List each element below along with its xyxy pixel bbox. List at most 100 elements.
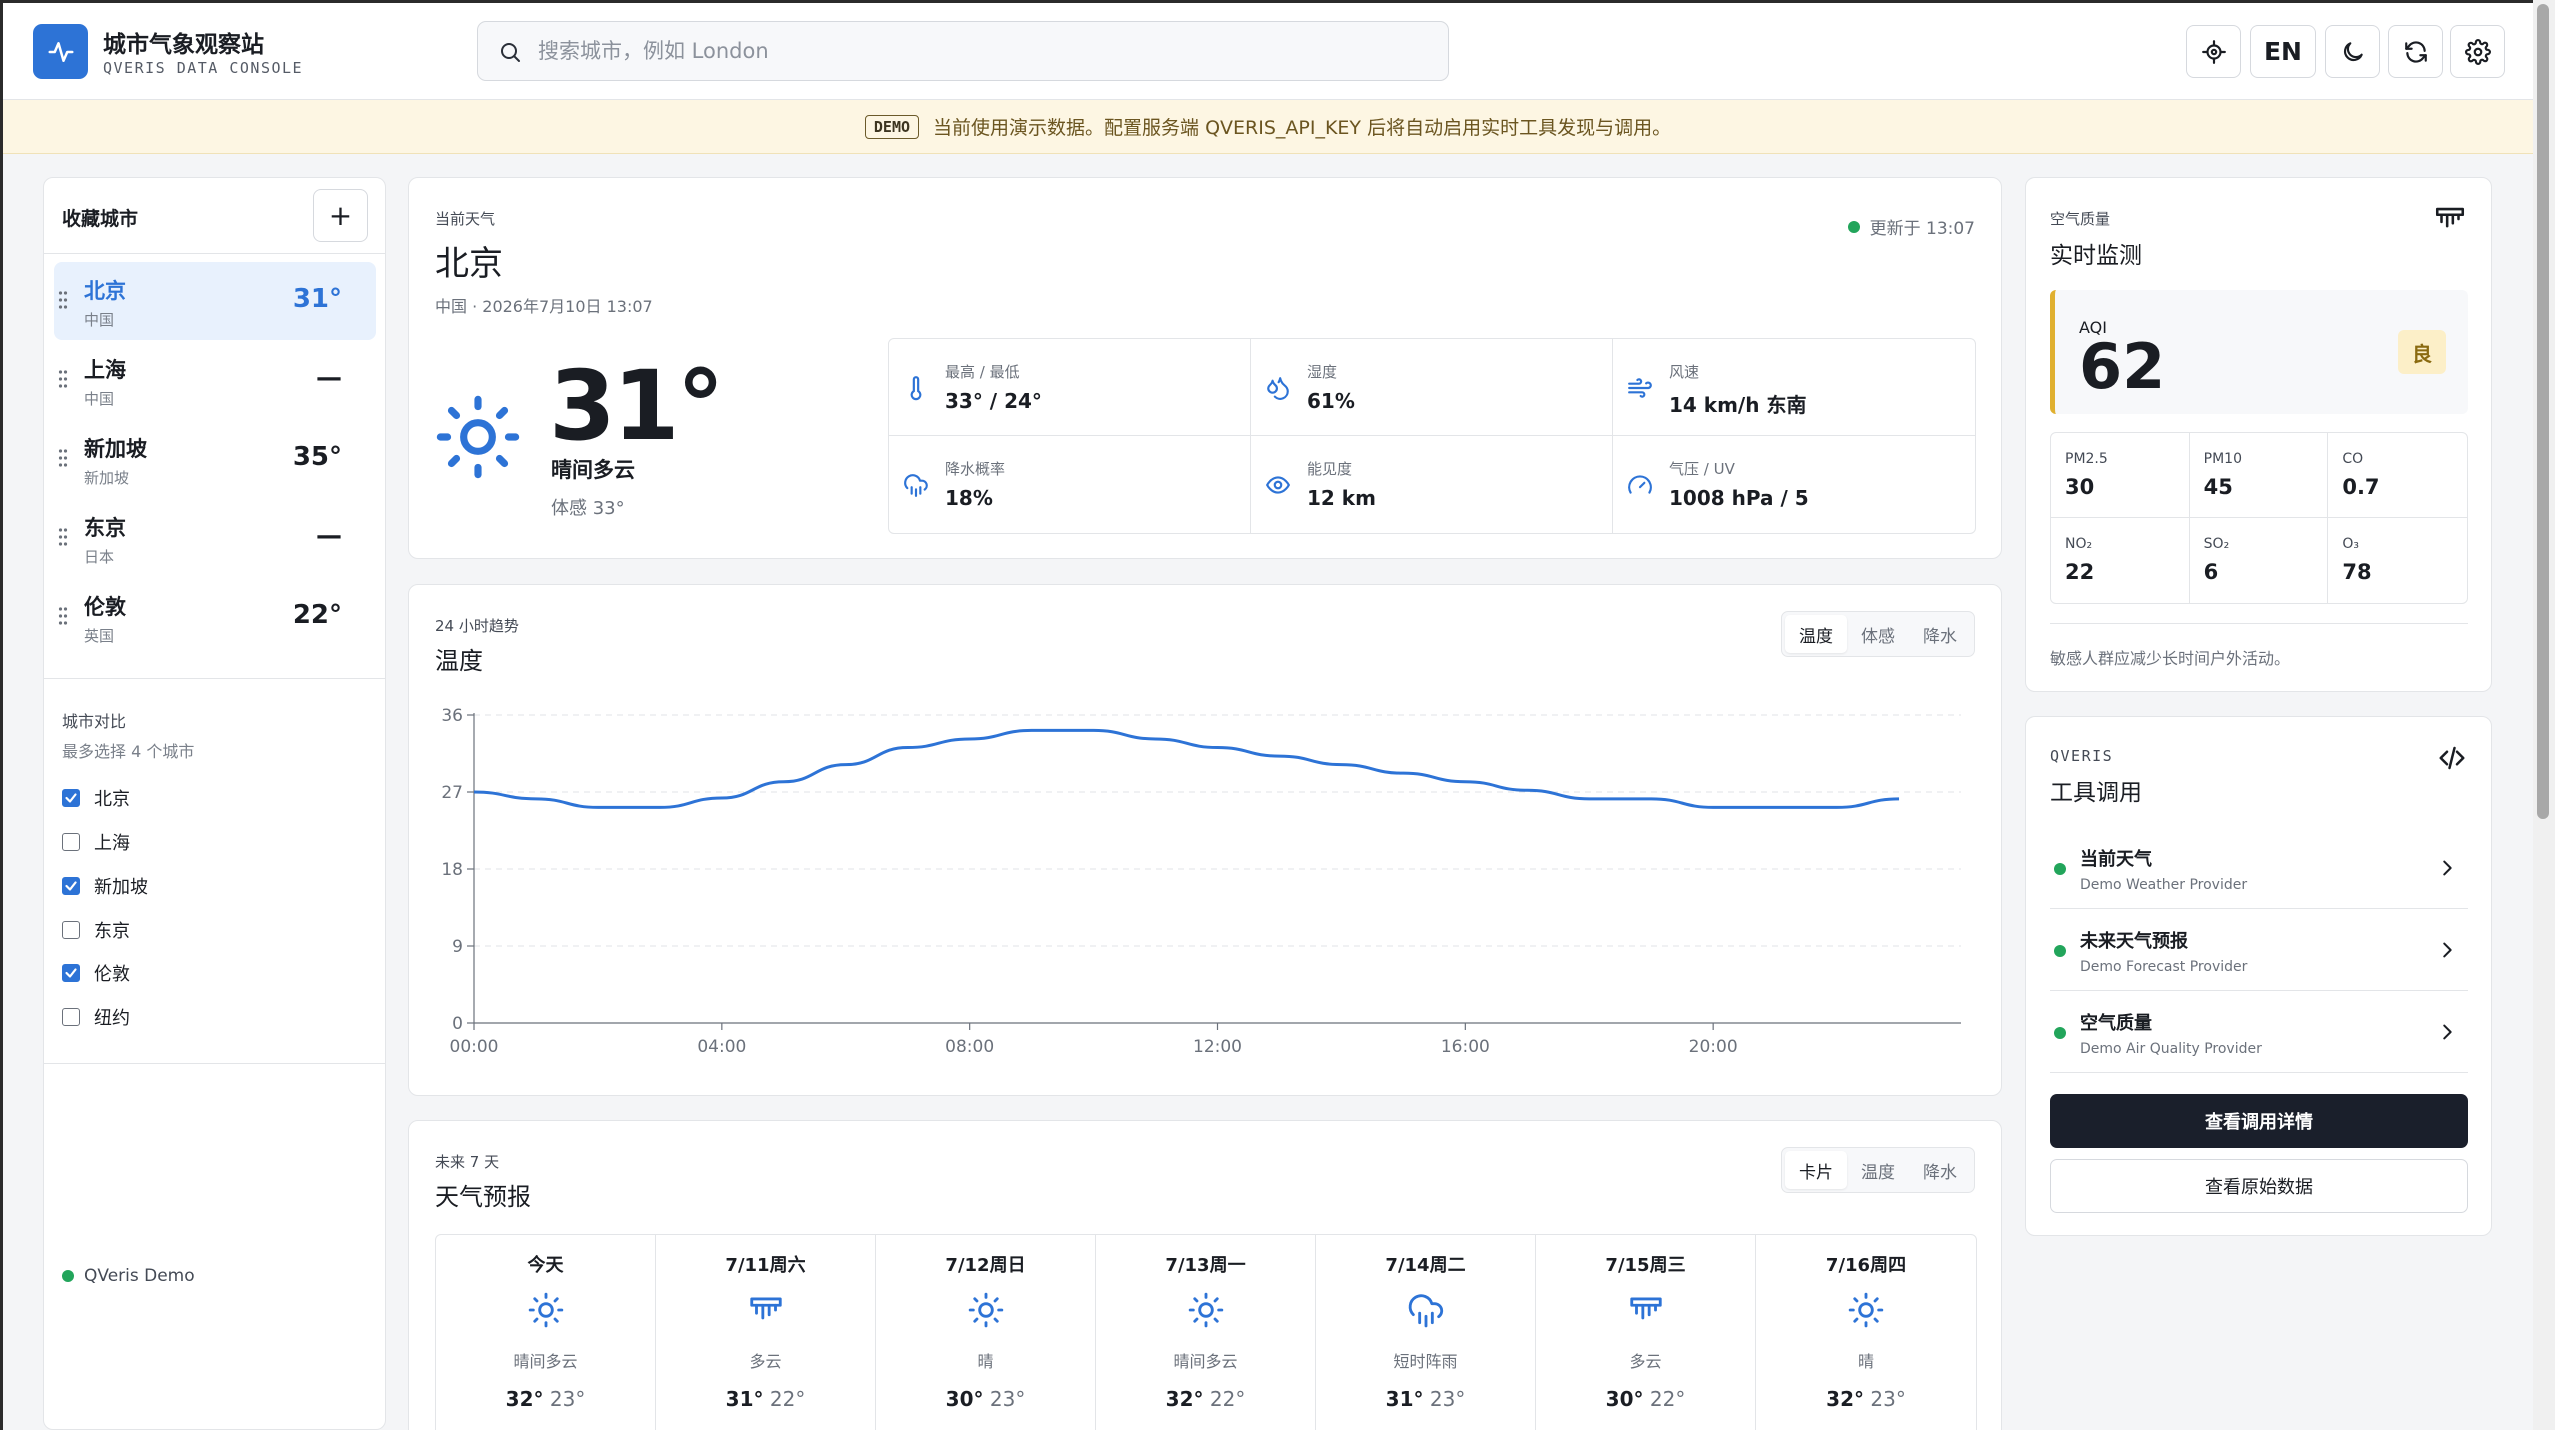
city-name: 伦敦 bbox=[84, 595, 126, 619]
tab-feels-like[interactable]: 体感 bbox=[1861, 626, 1895, 647]
air-quality-card: 空气质量 实时监测 AQI 62 良 PM2.5 30 PM10 45 CO 0.7 … bbox=[2025, 177, 2492, 692]
tab-cards[interactable]: 卡片 bbox=[1785, 1151, 1847, 1189]
search-input[interactable] bbox=[538, 32, 1428, 70]
chevron-right-icon bbox=[2443, 942, 2452, 958]
top-bar: 城市气象观察站 QVERIS DATA CONSOLE EN bbox=[3, 3, 2533, 100]
sidebar: 收藏城市 + 北京 中国 31° 上海 中国 — 新加坡 新加坡 35° 东京 … bbox=[43, 177, 386, 1430]
activity-logo-icon bbox=[33, 24, 88, 79]
scrollbar-thumb[interactable] bbox=[2537, 4, 2549, 819]
refresh-button[interactable] bbox=[2388, 25, 2443, 78]
forecast-low: 23° bbox=[1870, 1387, 1906, 1411]
add-city-button[interactable]: + bbox=[313, 189, 368, 242]
status-dot bbox=[2054, 863, 2066, 875]
pollutant-so2: SO₂ 6 bbox=[2190, 518, 2329, 603]
tab-temperature[interactable]: 温度 bbox=[1785, 615, 1847, 653]
forecast-day[interactable]: 7/13周一 晴间多云 32° 22° bbox=[1096, 1235, 1316, 1430]
city-country: 中国 bbox=[84, 390, 115, 408]
language-button[interactable]: EN bbox=[2250, 25, 2316, 78]
tool-item-current-weather[interactable]: 当前天气 Demo Weather Provider bbox=[2050, 827, 2468, 909]
forecast-temps: 32° 22° bbox=[1096, 1387, 1315, 1411]
chevron-right-icon bbox=[2443, 860, 2452, 876]
checkbox-unchecked[interactable] bbox=[62, 921, 80, 939]
forecast-condition: 晴 bbox=[977, 1352, 994, 1371]
drag-handle-icon[interactable] bbox=[58, 369, 68, 389]
forecast-low: 22° bbox=[769, 1387, 806, 1411]
city-item-beijing[interactable]: 北京 中国 31° bbox=[54, 262, 376, 340]
current-condition: 晴间多云 bbox=[551, 458, 635, 482]
locate-button[interactable] bbox=[2186, 25, 2241, 78]
city-item-tokyo[interactable]: 东京 日本 — bbox=[54, 499, 376, 577]
forecast-day[interactable]: 7/16周四 晴 32° 23° bbox=[1756, 1235, 1976, 1430]
compare-checkbox-london[interactable]: 伦敦 bbox=[62, 959, 130, 987]
x-tick-label: 00:00 bbox=[450, 1037, 499, 1055]
cloud-icon bbox=[749, 1297, 782, 1320]
forecast-day[interactable]: 7/11周六 多云 31° 22° bbox=[656, 1235, 876, 1430]
compare-checkbox-tokyo[interactable]: 东京 bbox=[62, 916, 130, 944]
divider bbox=[2050, 623, 2468, 624]
pollutant-value: 30 bbox=[2065, 475, 2095, 499]
forecast-day[interactable]: 7/14周二 短时阵雨 31° 23° bbox=[1316, 1235, 1536, 1430]
tool-item-forecast[interactable]: 未来天气预报 Demo Forecast Provider bbox=[2050, 909, 2468, 991]
tab-precipitation[interactable]: 降水 bbox=[1923, 1162, 1957, 1183]
demo-banner: DEMO 当前使用演示数据。配置服务端 QVERIS_API_KEY 后将自动启… bbox=[3, 100, 2533, 154]
cloud-rain-icon bbox=[904, 474, 928, 497]
pollutant-label: CO bbox=[2342, 451, 2364, 467]
city-item-london[interactable]: 伦敦 英国 22° bbox=[54, 578, 376, 656]
city-country: 日本 bbox=[84, 548, 115, 566]
tab-precipitation[interactable]: 降水 bbox=[1923, 626, 1957, 647]
forecast-condition: 短时阵雨 bbox=[1393, 1352, 1458, 1371]
compare-checkbox-shanghai[interactable]: 上海 bbox=[62, 828, 130, 856]
air-vent-icon bbox=[2435, 207, 2465, 228]
air-advice: 敏感人群应减少长时间户外活动。 bbox=[2050, 649, 2291, 668]
pollutant-pm25: PM2.5 30 bbox=[2051, 433, 2190, 518]
checkbox-label: 上海 bbox=[94, 833, 130, 854]
checkbox-checked[interactable] bbox=[62, 877, 80, 895]
wind-icon bbox=[1628, 378, 1652, 398]
theme-toggle-button[interactable] bbox=[2325, 25, 2380, 78]
city-item-shanghai[interactable]: 上海 中国 — bbox=[54, 341, 376, 419]
aqi-label: AQI bbox=[2079, 318, 2107, 337]
pollutant-value: 45 bbox=[2203, 475, 2233, 499]
drag-handle-icon[interactable] bbox=[58, 527, 68, 547]
x-tick-label: 04:00 bbox=[697, 1037, 746, 1055]
tools-eyebrow: QVERIS bbox=[2050, 747, 2114, 765]
compare-checkbox-newyork[interactable]: 纽约 bbox=[62, 1003, 130, 1031]
view-call-details-button[interactable]: 查看调用详情 bbox=[2050, 1094, 2468, 1148]
tab-temperature[interactable]: 温度 bbox=[1861, 1162, 1895, 1183]
current-temp: 31° bbox=[549, 350, 725, 462]
checkbox-checked[interactable] bbox=[62, 964, 80, 982]
aqi-panel: AQI 62 良 bbox=[2050, 290, 2468, 414]
forecast-day[interactable]: 7/15周三 多云 30° 22° bbox=[1536, 1235, 1756, 1430]
view-raw-data-button[interactable]: 查看原始数据 bbox=[2050, 1159, 2468, 1213]
forecast-day[interactable]: 7/12周日 晴 30° 23° bbox=[876, 1235, 1096, 1430]
status-dot bbox=[1847, 220, 1860, 233]
moon-icon bbox=[2343, 41, 2363, 61]
y-tick-label: 18 bbox=[441, 860, 463, 880]
forecast-date: 7/16周四 bbox=[1825, 1255, 1907, 1276]
checkbox-checked[interactable] bbox=[62, 789, 80, 807]
forecast-high: 31° bbox=[1385, 1387, 1424, 1411]
forecast-condition: 晴间多云 bbox=[1173, 1352, 1238, 1371]
drag-handle-icon[interactable] bbox=[58, 290, 68, 310]
metric-pressure-uv: 气压 / UV 1008 hPa / 5 bbox=[1613, 436, 1975, 533]
updated-text: 更新于 13:07 bbox=[1869, 219, 1975, 239]
compare-checkbox-beijing[interactable]: 北京 bbox=[62, 784, 130, 812]
checkbox-unchecked[interactable] bbox=[62, 833, 80, 851]
city-item-singapore[interactable]: 新加坡 新加坡 35° bbox=[54, 420, 376, 498]
metric-label: 湿度 bbox=[1307, 363, 1338, 381]
settings-button[interactable] bbox=[2450, 25, 2505, 78]
page-scrollbar[interactable] bbox=[2533, 0, 2555, 1430]
city-temp: 22° bbox=[292, 600, 342, 630]
forecast-day[interactable]: 今天 晴间多云 32° 23° bbox=[436, 1235, 656, 1430]
compare-checkbox-singapore[interactable]: 新加坡 bbox=[62, 872, 148, 900]
checkbox-unchecked[interactable] bbox=[62, 1008, 80, 1026]
y-tick-label: 36 bbox=[441, 706, 463, 726]
drag-handle-icon[interactable] bbox=[58, 606, 68, 626]
metric-value: 33° / 24° bbox=[945, 389, 1042, 413]
trend-card: 24 小时趋势 温度 温度 体感 降水 0 9 18 27 36 00:00 04:00 08… bbox=[408, 584, 2002, 1096]
drag-handle-icon[interactable] bbox=[58, 448, 68, 468]
city-temp: — bbox=[316, 363, 342, 393]
tool-item-air-quality[interactable]: 空气质量 Demo Air Quality Provider bbox=[2050, 991, 2468, 1073]
compare-title: 城市对比 bbox=[62, 712, 127, 731]
pollutant-label: O₃ bbox=[2342, 536, 2359, 552]
